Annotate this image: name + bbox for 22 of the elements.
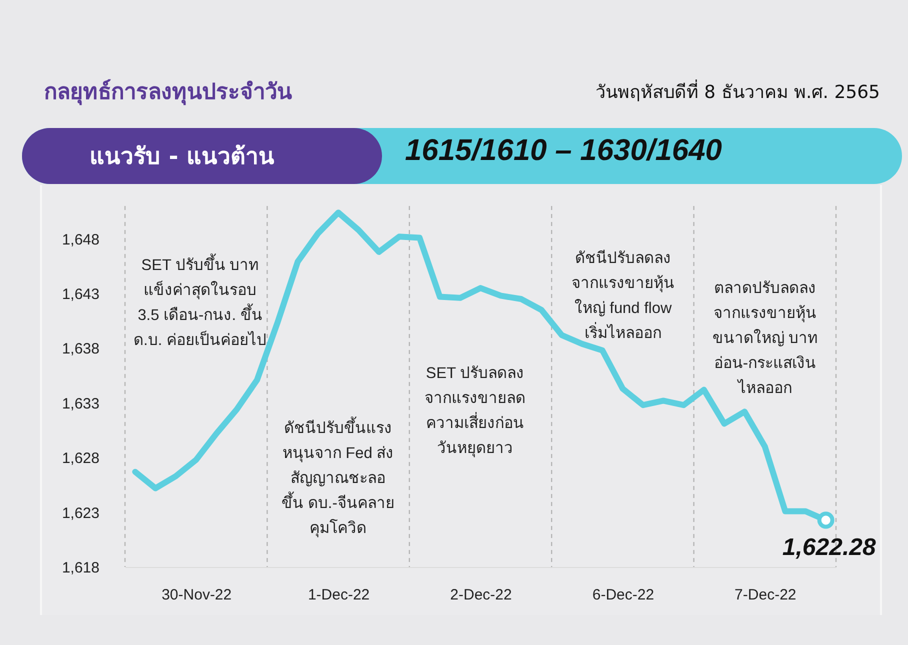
chart-subtitle: วันพฤหัสบดีที่ 8 ธันวาคม พ.ศ. 2565 <box>595 78 880 105</box>
x-tick-label: 2-Dec-22 <box>450 586 512 604</box>
y-tick-label: 1,618 <box>62 560 100 576</box>
y-tick-label: 1,638 <box>62 340 100 358</box>
chart-title: กลยุทธ์การลงทุนประจำวัน <box>44 78 292 108</box>
x-tick-label: 30-Nov-22 <box>162 586 232 604</box>
y-tick-label: 1,643 <box>62 286 100 304</box>
text: 1615/1610 – 1630/1640 <box>405 134 722 168</box>
y-tick-label: 1,648 <box>62 231 100 248</box>
annotation: ตลาดปรับลดลง จากแรงขายหุ้น ขนาดใหญ่ บาท อ่อน-กระแสเงิน ไหลออก <box>712 280 818 397</box>
x-tick-label: 6-Dec-22 <box>592 586 654 604</box>
annotation: ดัชนีปรับขึ้นแรง หนุนจาก Fed ส่ง สัญญาณชะลอ ขึ้น ดบ.-จีนคลาย คุมโควิด <box>282 416 394 538</box>
x-tick-label: 1-Dec-22 <box>308 586 370 604</box>
y-tick-label: 1,633 <box>62 395 100 412</box>
x-tick-label: 7-Dec-22 <box>734 586 796 604</box>
annotation: 1,622.28 <box>782 534 876 562</box>
annotation: SET ปรับขึ้น บาท แข็งค่าสุดในรอบ 3.5 เดือน-กนง. ขึ้น ด.บ. ค่อยเป็นค่อยไป <box>134 253 266 349</box>
annotation: SET ปรับลดลง จากแรงขายลด ความเสี่ยงก่อน วันหยุดยาว <box>424 365 526 458</box>
annotation: ดัชนีปรับลดลง จากแรงขายหุ้น ใหญ่ fund flow เริ่มไหลออก <box>572 250 674 342</box>
y-tick-label: 1,623 <box>62 504 100 522</box>
y-tick-label: 1,628 <box>62 450 100 468</box>
text: แนวรับ - แนวต้าน <box>22 128 382 184</box>
